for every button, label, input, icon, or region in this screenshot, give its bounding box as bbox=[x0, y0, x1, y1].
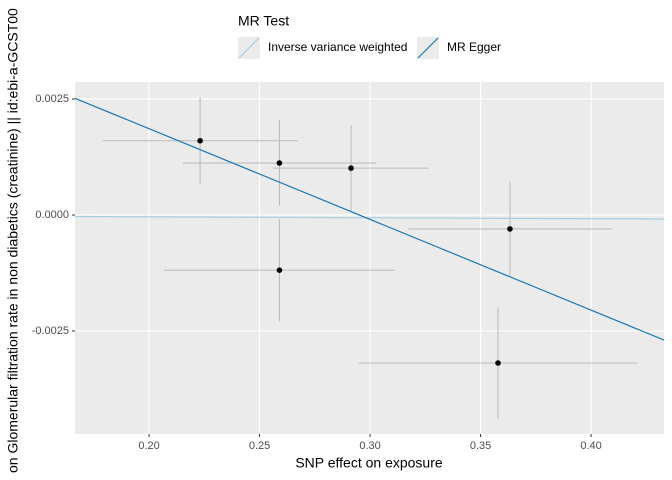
point bbox=[507, 226, 513, 232]
point bbox=[276, 267, 283, 274]
legend-swatch bbox=[238, 37, 260, 59]
y-tick-label: 0.0000 bbox=[35, 209, 69, 221]
marks bbox=[75, 97, 664, 419]
regression-line bbox=[75, 215, 664, 220]
x-tick-label: 0.30 bbox=[359, 440, 380, 452]
legend: Inverse variance weighted MR Egger bbox=[238, 37, 501, 59]
legend-label: MR Egger bbox=[447, 40, 501, 54]
legend-title: MR Test bbox=[238, 13, 289, 29]
legend-label: Inverse variance weighted bbox=[268, 40, 407, 54]
point bbox=[348, 165, 354, 171]
x-tick-label: 0.35 bbox=[470, 440, 491, 452]
x-tick-label: 0.20 bbox=[138, 440, 159, 452]
point bbox=[495, 360, 501, 366]
x-axis-label: SNP effect on exposure bbox=[295, 455, 443, 471]
x-tick-label: 0.40 bbox=[580, 440, 601, 452]
y-tick-label: 0.0025 bbox=[35, 93, 69, 105]
y-axis-label: on Glomerular filtration rate in non dia… bbox=[5, 8, 21, 473]
y-tick-label: -0.0025 bbox=[32, 325, 69, 337]
regression-line bbox=[75, 97, 664, 341]
axes: 0.20 0.25 0.30 0.35 0.40 -0.0025 0.0000 0.0025 bbox=[32, 93, 602, 452]
legend-swatch bbox=[417, 37, 439, 59]
point bbox=[276, 160, 283, 166]
x-tick-label: 0.25 bbox=[249, 440, 270, 452]
point bbox=[197, 137, 203, 144]
